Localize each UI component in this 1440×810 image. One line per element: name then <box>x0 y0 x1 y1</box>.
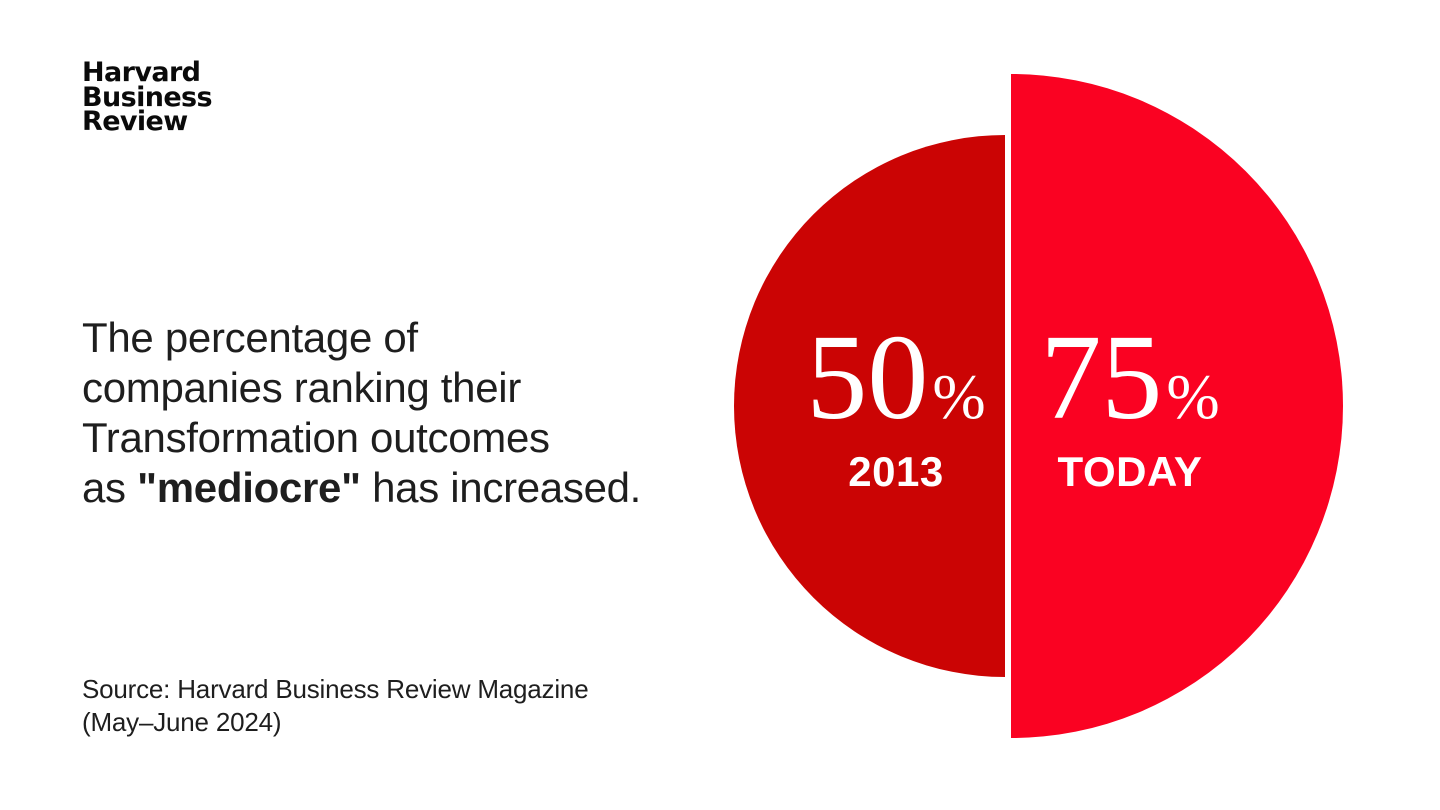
percent-sign-today: % <box>1166 361 1220 432</box>
source-line-2: (May–June 2024) <box>82 707 282 737</box>
logo-line-2: Business <box>82 81 213 113</box>
logo-line-1: Harvard <box>82 57 201 88</box>
caption-2013: 2013 <box>848 448 944 495</box>
logo-line-3: Review <box>82 106 188 137</box>
semicircle-2013-slice <box>734 135 1005 677</box>
value-today: 75% <box>990 317 1270 453</box>
headline-line-4-pre: as <box>82 464 138 511</box>
headline-line-3: Transformation outcomes <box>82 414 550 461</box>
headline-line-4: as "mediocre" has increased. <box>82 463 641 513</box>
percent-sign-2013: % <box>932 361 986 432</box>
source-line-1: Source: Harvard Business Review Magazine <box>82 674 589 704</box>
source-note: Source: Harvard Business Review Magazine… <box>82 673 589 739</box>
semicircle-today-slice <box>1011 74 1343 738</box>
caption-today: TODAY <box>1057 448 1203 495</box>
headline: The percentage of companies ranking thei… <box>82 313 641 513</box>
hbr-logo: Harvard Business Review <box>82 57 213 137</box>
label-today: 75% TODAY <box>990 317 1270 495</box>
value-today-number: 75 <box>1040 310 1163 445</box>
headline-line-2: companies ranking their <box>82 364 522 411</box>
value-2013: 50% <box>756 317 1036 453</box>
headline-line-1: The percentage of <box>82 314 418 361</box>
label-2013: 50% 2013 <box>756 317 1036 495</box>
headline-emphasis: "mediocre" <box>137 464 361 511</box>
value-2013-number: 50 <box>806 310 929 445</box>
headline-line-4-post: has increased. <box>360 464 642 511</box>
